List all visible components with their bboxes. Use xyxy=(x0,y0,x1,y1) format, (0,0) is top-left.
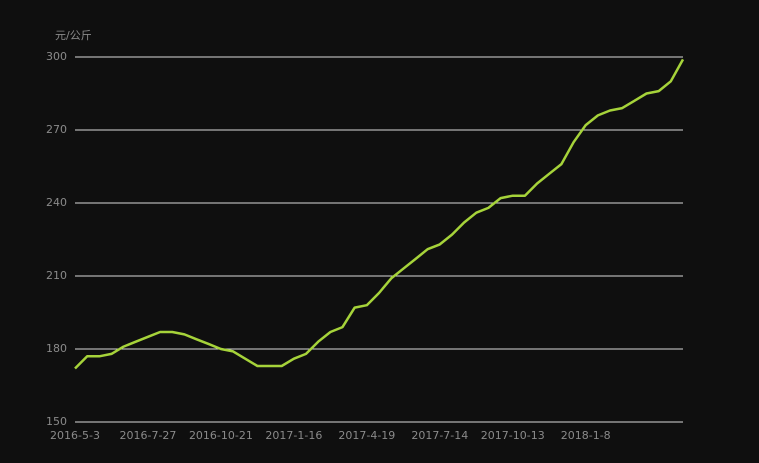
x-tick-label: 2016-7-27 xyxy=(119,429,176,442)
x-tick-label: 2016-10-21 xyxy=(189,429,253,442)
y-axis-label: 元/公斤 xyxy=(55,29,92,42)
x-tick-label: 2017-7-14 xyxy=(411,429,468,442)
price-line xyxy=(74,58,685,370)
x-tick-label: 2018-1-8 xyxy=(561,429,611,442)
y-tick-label: 270 xyxy=(46,123,67,136)
y-tick-label: 300 xyxy=(46,50,67,63)
y-tick-label: 210 xyxy=(46,269,67,282)
x-tick-label: 2017-4-19 xyxy=(338,429,395,442)
x-tick-label: 2017-10-13 xyxy=(481,429,545,442)
x-tick-label: 2016-5-3 xyxy=(50,429,100,442)
y-tick-label: 150 xyxy=(46,415,67,428)
y-tick-label: 240 xyxy=(46,196,67,209)
x-tick-label: 2017-1-16 xyxy=(265,429,322,442)
y-tick-label: 180 xyxy=(46,342,67,355)
